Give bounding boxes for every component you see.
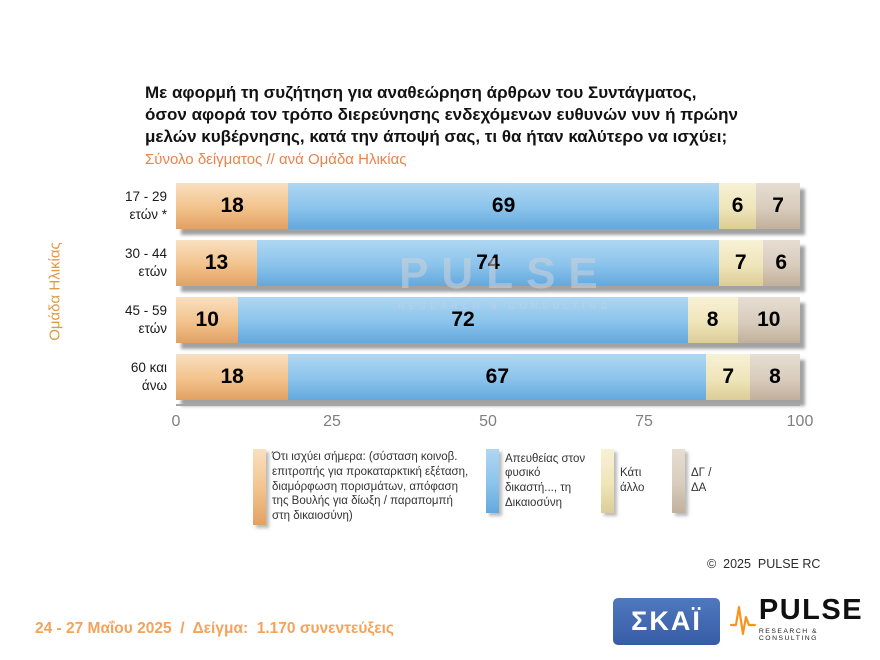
chart-title: Με αφορμή τη συζήτηση για αναθεώρηση άρθ… [145,83,738,146]
bar-row: 45 - 59 ετών 10 72 8 10 [88,297,800,343]
segment-value: 67 [485,365,510,388]
legend-swatch [253,449,266,525]
bar-segment: 8 [687,297,738,343]
segment-value: 6 [731,194,744,217]
bar-segment: 7 [718,240,763,286]
legend-item: Κάτι άλλο [601,449,658,513]
header: Με αφορμή τη συζήτηση για αναθεώρηση άρθ… [145,82,775,168]
pulse-logo-text: PULSE [758,594,864,626]
segment-value: 69 [491,194,516,217]
x-tick-label: 0 [171,413,181,430]
stacked-bar: 18 69 6 7 [176,183,800,229]
bar-segment: 10 [737,297,800,343]
segment-value: 6 [775,251,788,274]
bar-row: 17 - 29 ετών * 18 69 6 7 [88,183,800,229]
bar-segment: 10 [176,297,239,343]
copyright: © 2025 PULSE RC [707,557,821,571]
category-label: 17 - 29 ετών * [124,189,167,222]
segment-value: 7 [772,194,784,217]
legend-swatch [486,449,499,513]
bar-segment: 7 [706,354,751,400]
skai-logo-text: ΣΚΑΪ [631,606,702,636]
category-label: 45 - 59 ετών [124,303,167,336]
bar-segment: 8 [750,354,800,400]
stacked-bar: 10 72 8 10 [176,297,800,343]
bar-row: 30 - 44 ετών 13 74 7 6 [88,240,800,286]
category-label: 60 και άνω [130,360,167,393]
x-axis: 0 25 50 75 100 [172,404,813,436]
segment-value: 8 [706,308,719,331]
segment-value: 74 [476,251,500,274]
pulse-waveform-icon [730,605,756,636]
x-tick-label: 25 [323,413,341,430]
skai-logo: ΣΚΑΪ [613,598,720,645]
segment-value: 7 [722,365,735,388]
pulse-logo-textblock: PULSE RESEARCH & CONSULTING [758,594,880,643]
survey-info: 24 - 27 Μαΐου 2025 / Δείγμα: 1.170 συνεν… [35,620,394,637]
bar-segment: 7 [756,183,800,229]
segment-value: 18 [220,365,244,388]
segment-value: 18 [220,194,244,217]
bar-row: 60 και άνω 18 67 7 8 [88,354,800,400]
segment-value: 7 [734,251,747,274]
segment-value: 72 [451,308,475,331]
bar-segment: 18 [176,354,289,400]
legend-swatch [672,449,685,513]
x-tick-label: 100 [786,413,814,430]
legend-label: ΔΓ / ΔΑ [691,467,712,494]
bar-segment: 6 [718,183,757,229]
bar-segment: 13 [176,240,258,286]
segment-value: 10 [757,308,781,331]
bar-segment: 67 [288,354,707,400]
bar-segment: 18 [176,183,289,229]
legend-swatch [601,449,614,513]
pulse-logo: PULSE RESEARCH & CONSULTING [730,596,880,642]
legend-item: ΔΓ / ΔΑ [672,449,723,513]
segment-value: 13 [204,251,229,274]
segment-value: 10 [195,308,219,331]
pulse-logo-tagline: RESEARCH & CONSULTING [758,628,819,642]
bar-segment: 6 [762,240,800,286]
bar-segment: 69 [288,183,719,229]
stacked-bar: 18 67 7 8 [176,354,800,400]
bar-segment: 74 [257,240,719,286]
legend-item: Ότι ισχύει σήμερα: (σύσταση κοινοβ. επιτ… [253,449,472,525]
bar-segment: 72 [238,297,688,343]
x-tick-label: 50 [479,413,497,430]
segment-value: 8 [769,365,781,388]
category-label: 30 - 44 ετών [124,246,167,279]
stacked-bar-chart: 17 - 29 ετών * 18 69 6 7 30 - 44 ετών 13 74 7 6 45… [88,183,800,400]
chart-subtitle: Σύνολο δείγματος // ανά Ομάδα Ηλικίας [145,151,407,169]
legend-label: Ότι ισχύει σήμερα: (σύσταση κοινοβ. επιτ… [272,451,469,523]
stacked-bar: 13 74 7 6 [176,240,800,286]
legend-label: Απευθείας στον φυσικό δικαστή..., τη Δικ… [505,452,586,509]
y-axis-title: Ομάδα Ηλικίας [46,242,64,341]
legend: Ότι ισχύει σήμερα: (σύσταση κοινοβ. επιτ… [253,449,723,525]
legend-item: Απευθείας στον φυσικό δικαστή..., τη Δικ… [486,449,587,513]
x-tick-label: 75 [635,413,653,430]
legend-label: Κάτι άλλο [620,467,645,494]
